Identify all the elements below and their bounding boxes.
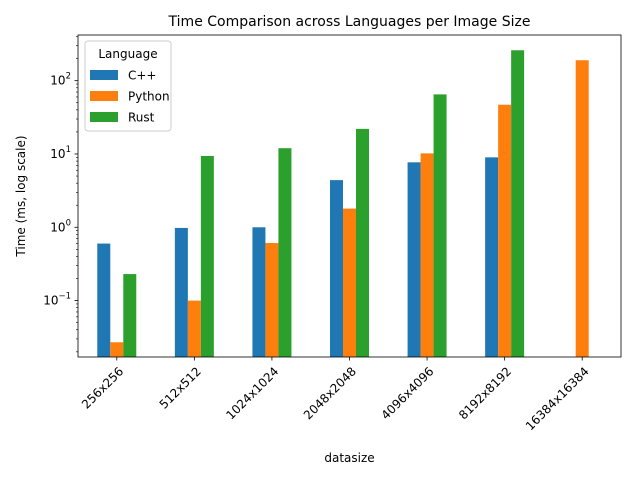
y-tick-label: 10−1 [43, 292, 71, 308]
legend-swatch-rust [90, 112, 118, 122]
bar-python-1024x1024 [265, 243, 279, 357]
x-axis-label: datasize [324, 451, 374, 465]
legend: Language C++ Python Rust [84, 40, 172, 132]
bar-python-2048x2048 [343, 208, 356, 357]
bar-python-256x256 [110, 342, 124, 357]
bar-rust-1024x1024 [278, 148, 292, 357]
bar-python-8192x8192 [498, 104, 512, 357]
bar-python-16384x16384 [575, 60, 589, 357]
legend-label: Python [128, 90, 170, 104]
bar-c-512x512 [174, 227, 188, 357]
bar-c-256x256 [97, 243, 111, 357]
y-tick-label: 100 [50, 218, 71, 234]
legend-swatch-python [90, 91, 118, 101]
bar-c-4096x4096 [407, 162, 421, 357]
bar-rust-512x512 [200, 155, 214, 357]
bars-layer [97, 50, 589, 358]
bar-python-512x512 [187, 300, 201, 357]
bar-rust-8192x8192 [511, 50, 525, 358]
y-tick-label: 102 [50, 72, 71, 88]
bar-python-4096x4096 [420, 153, 434, 357]
bar-c-2048x2048 [330, 180, 343, 357]
y-axis: 10−1 100 101 102 [43, 36, 78, 353]
legend-box [84, 40, 172, 132]
y-axis-label: Time (ms, log scale) [14, 135, 28, 257]
bar-rust-256x256 [123, 274, 137, 357]
bar-c-1024x1024 [252, 227, 266, 357]
chart-title: Time Comparison across Languages per Ima… [168, 14, 531, 30]
bar-rust-2048x2048 [356, 128, 369, 357]
legend-label: Rust [128, 111, 155, 125]
legend-label: C++ [128, 69, 157, 83]
legend-swatch-c [90, 70, 118, 80]
legend-title: Language [98, 47, 157, 61]
y-tick-label: 101 [50, 145, 71, 161]
bar-rust-4096x4096 [433, 94, 447, 358]
bar-c-8192x8192 [485, 157, 499, 357]
